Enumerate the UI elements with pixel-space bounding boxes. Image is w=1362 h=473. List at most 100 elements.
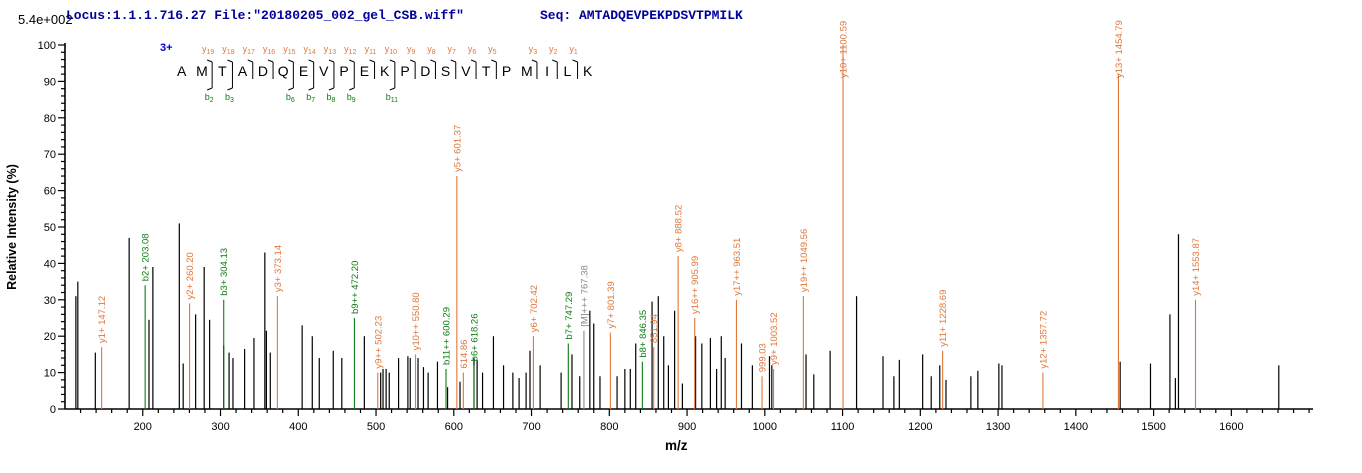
- peak-label: b3+ 304.13: [219, 248, 230, 296]
- ion-label: y8: [427, 44, 436, 56]
- peak-label: y12+ 1357.72: [1038, 311, 1049, 369]
- x-axis-title: m/z: [665, 438, 688, 453]
- b-cleavage-arm: [288, 87, 294, 91]
- y-cleavage-arm: [572, 59, 578, 63]
- ion-label: b8: [326, 92, 335, 104]
- ion-label: y2: [549, 44, 558, 56]
- residue-letter: A: [238, 63, 248, 79]
- x-tick-label: 1600: [1219, 421, 1243, 433]
- residue-letter: D: [258, 63, 268, 79]
- y-cleavage-arm: [288, 59, 294, 63]
- y-tick-label: 80: [44, 113, 56, 125]
- y-axis-title: Relative Intensity (%): [5, 164, 19, 290]
- peak-label: y11+ 1228.69: [938, 290, 949, 347]
- b-cleavage-arm: [328, 87, 335, 91]
- residue-letter: V: [319, 63, 329, 79]
- ion-label: y5: [488, 44, 497, 56]
- y-tick-label: 10: [44, 368, 56, 380]
- peak-label: y9+ 1003.52: [769, 312, 780, 365]
- b-cleavage-arm: [227, 87, 233, 91]
- peak-label: y17++ 963.51: [732, 238, 743, 296]
- peak-label: y9++ 502.23: [373, 316, 384, 369]
- residue-letter: Q: [278, 63, 289, 79]
- ion-label: y11: [365, 44, 377, 56]
- x-tick-label: 1500: [1141, 421, 1165, 433]
- peak-label: [M]+++ 767.38: [579, 265, 590, 327]
- peak-label: y1+ 147.12: [97, 296, 108, 343]
- x-tick-label: 800: [600, 421, 618, 433]
- b-cleavage-arm: [349, 87, 355, 91]
- y-tick-label: 40: [44, 258, 56, 270]
- residue-letter: A: [177, 63, 187, 79]
- y-cleavage-arm: [227, 59, 233, 63]
- residue-letter: K: [583, 63, 593, 79]
- y-cleavage-arm: [349, 59, 355, 63]
- peak-label: 851.94: [649, 314, 660, 343]
- ion-label: y12: [344, 44, 356, 56]
- x-tick-label: 400: [289, 421, 307, 433]
- y-cleavage-arm: [369, 59, 375, 63]
- peak-label: y2+ 260.20: [185, 252, 196, 299]
- ion-label: b6: [286, 92, 295, 104]
- peak-label: y3+ 373.14: [273, 245, 284, 292]
- y-cleavage-arm: [409, 59, 416, 63]
- peak-label: y16++ 905.99: [690, 256, 701, 314]
- ion-label: b2: [205, 92, 214, 104]
- residue-letter: T: [218, 63, 227, 79]
- ion-label: b11: [386, 92, 398, 104]
- ion-label: b9: [347, 92, 356, 104]
- ion-label: y18: [222, 44, 234, 56]
- precursor-charge-label: 3+: [160, 42, 173, 54]
- x-tick-label: 900: [678, 421, 696, 433]
- sequence-header: Seq: AMTADQEVPEKPDSVTPMILK: [540, 8, 743, 23]
- peak-label: b9++ 472.20: [350, 261, 361, 314]
- residue-letter: P: [400, 63, 409, 79]
- ion-label: y15: [283, 44, 295, 56]
- ion-label: y7: [448, 44, 457, 56]
- peak-label: y5+ 601.37: [452, 125, 463, 172]
- residue-letter: E: [360, 63, 369, 79]
- residue-letter: P: [502, 63, 511, 79]
- b-cleavage-arm: [389, 87, 396, 91]
- peak-label: y8+ 888.52: [674, 205, 685, 252]
- peak-label: b8+ 846.35: [638, 310, 649, 358]
- y-tick-label: 60: [44, 186, 56, 198]
- ion-label: y10: [385, 44, 397, 56]
- residue-letter: V: [461, 63, 471, 79]
- residue-letter: P: [339, 63, 348, 79]
- peak-label: y6+ 702.42: [529, 285, 540, 332]
- y-cleavage-arm: [389, 59, 396, 63]
- peak-label: b2+ 203.08: [141, 233, 152, 281]
- residue-letter: M: [521, 63, 533, 79]
- residue-letter: K: [380, 63, 390, 79]
- residue-letter: T: [482, 63, 491, 79]
- ion-label: b7: [306, 92, 315, 104]
- x-tick-label: 500: [367, 421, 385, 433]
- ion-label: y19: [202, 44, 214, 56]
- b-cleavage-arm: [308, 87, 314, 91]
- peak-label: 614.86: [459, 340, 470, 369]
- ion-label: y17: [243, 44, 255, 56]
- y-tick-label: 70: [44, 149, 56, 161]
- y-tick-label: 20: [44, 331, 56, 343]
- peak-label: y10+ 1100.59: [839, 21, 850, 78]
- x-tick-label: 1300: [986, 421, 1010, 433]
- y-cleavage-arm: [470, 59, 477, 63]
- x-tick-label: 1100: [831, 421, 855, 433]
- peak-label: y10++ 550.80: [411, 292, 422, 350]
- ion-label: y9: [407, 44, 416, 56]
- x-tick-label: 1000: [753, 421, 777, 433]
- b-cleavage-arm: [206, 87, 213, 91]
- y-tick-label: 50: [44, 222, 56, 234]
- y-cleavage-arm: [531, 59, 538, 63]
- y-cleavage-arm: [552, 59, 558, 63]
- residue-letter: M: [196, 63, 208, 79]
- residue-letter: D: [420, 63, 430, 79]
- peak-label: 999.03: [758, 343, 769, 372]
- axes: 200 300 400 500 600 700 800 900 1000 1100 1200 1300…: [38, 40, 1313, 433]
- y-tick-label: 0: [50, 404, 56, 416]
- ion-label: y13: [324, 44, 336, 56]
- x-tick-label: 300: [211, 421, 229, 433]
- y-cleavage-arm: [450, 59, 456, 63]
